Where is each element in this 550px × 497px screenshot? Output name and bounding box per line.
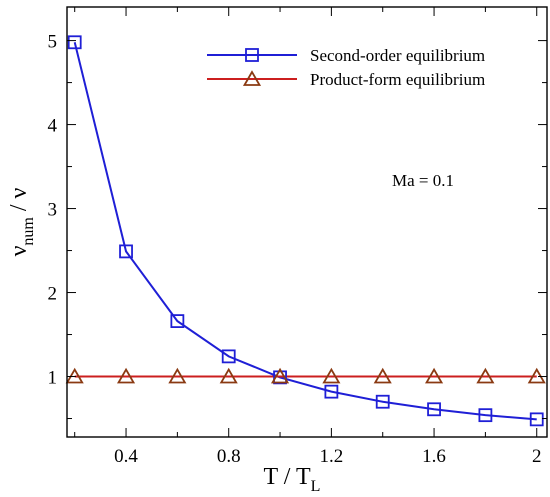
data-point-second-order bbox=[324, 384, 339, 399]
data-point-second-order bbox=[478, 408, 493, 423]
data-point-product-form bbox=[116, 367, 136, 384]
legend: Second-order equilibrium Product-form eq… bbox=[207, 46, 485, 89]
data-point-product-form bbox=[425, 367, 444, 384]
data-point-product-form bbox=[373, 367, 392, 384]
y-tick-label: 2 bbox=[48, 284, 58, 305]
x-axis-title-main: T / T bbox=[264, 464, 311, 490]
data-point-product-form bbox=[219, 367, 238, 384]
x-tick-label: 0.8 bbox=[217, 446, 241, 467]
y-tick-label: 3 bbox=[48, 200, 58, 221]
x-axis-title-sub: L bbox=[311, 478, 321, 495]
mach-annotation: Ma = 0.1 bbox=[392, 171, 454, 190]
data-point-product-form bbox=[168, 367, 187, 384]
data-point-second-order bbox=[529, 412, 544, 427]
data-point-second-order bbox=[221, 349, 236, 364]
legend-triangle-marker bbox=[242, 70, 262, 86]
axes-layer: 0.4 0.8 1.2 1.6 2 1 2 3 4 5 bbox=[48, 6, 548, 467]
x-tick-label: 1.2 bbox=[320, 446, 344, 467]
y-axis-title-main: ν bbox=[6, 245, 32, 256]
data-point-second-order bbox=[427, 402, 441, 417]
data-point-product-form bbox=[322, 367, 341, 384]
series-line-second-order bbox=[73, 42, 537, 421]
y-tick-label: 5 bbox=[48, 32, 58, 53]
series-layer bbox=[65, 35, 546, 427]
legend-square-marker bbox=[245, 48, 259, 62]
data-point-product-form bbox=[476, 367, 495, 384]
legend-marker-square bbox=[245, 48, 259, 62]
data-point-product-form bbox=[270, 367, 290, 384]
x-tick-label: 2 bbox=[532, 446, 542, 467]
legend-label-second-order: Second-order equilibrium bbox=[310, 46, 485, 65]
x-axis-title: T / TL bbox=[264, 464, 321, 495]
y-tick-label: 4 bbox=[48, 116, 58, 137]
data-point-second-order bbox=[67, 35, 82, 50]
y-axis-title-sub: num bbox=[20, 217, 37, 246]
y-tick-label: 1 bbox=[48, 368, 58, 389]
plot-frame bbox=[66, 6, 548, 438]
legend-label-product-form: Product-form equilibrium bbox=[310, 70, 485, 89]
data-point-second-order bbox=[119, 244, 133, 259]
data-point-second-order bbox=[375, 394, 390, 409]
y-axis-title: νnum / ν bbox=[6, 187, 37, 256]
y-axis-title-rest: / ν bbox=[6, 187, 32, 217]
legend-marker-triangle bbox=[242, 70, 262, 86]
x-tick-label: 1.6 bbox=[422, 446, 446, 467]
x-tick-label: 0.4 bbox=[114, 446, 138, 467]
data-point-second-order bbox=[170, 314, 185, 329]
